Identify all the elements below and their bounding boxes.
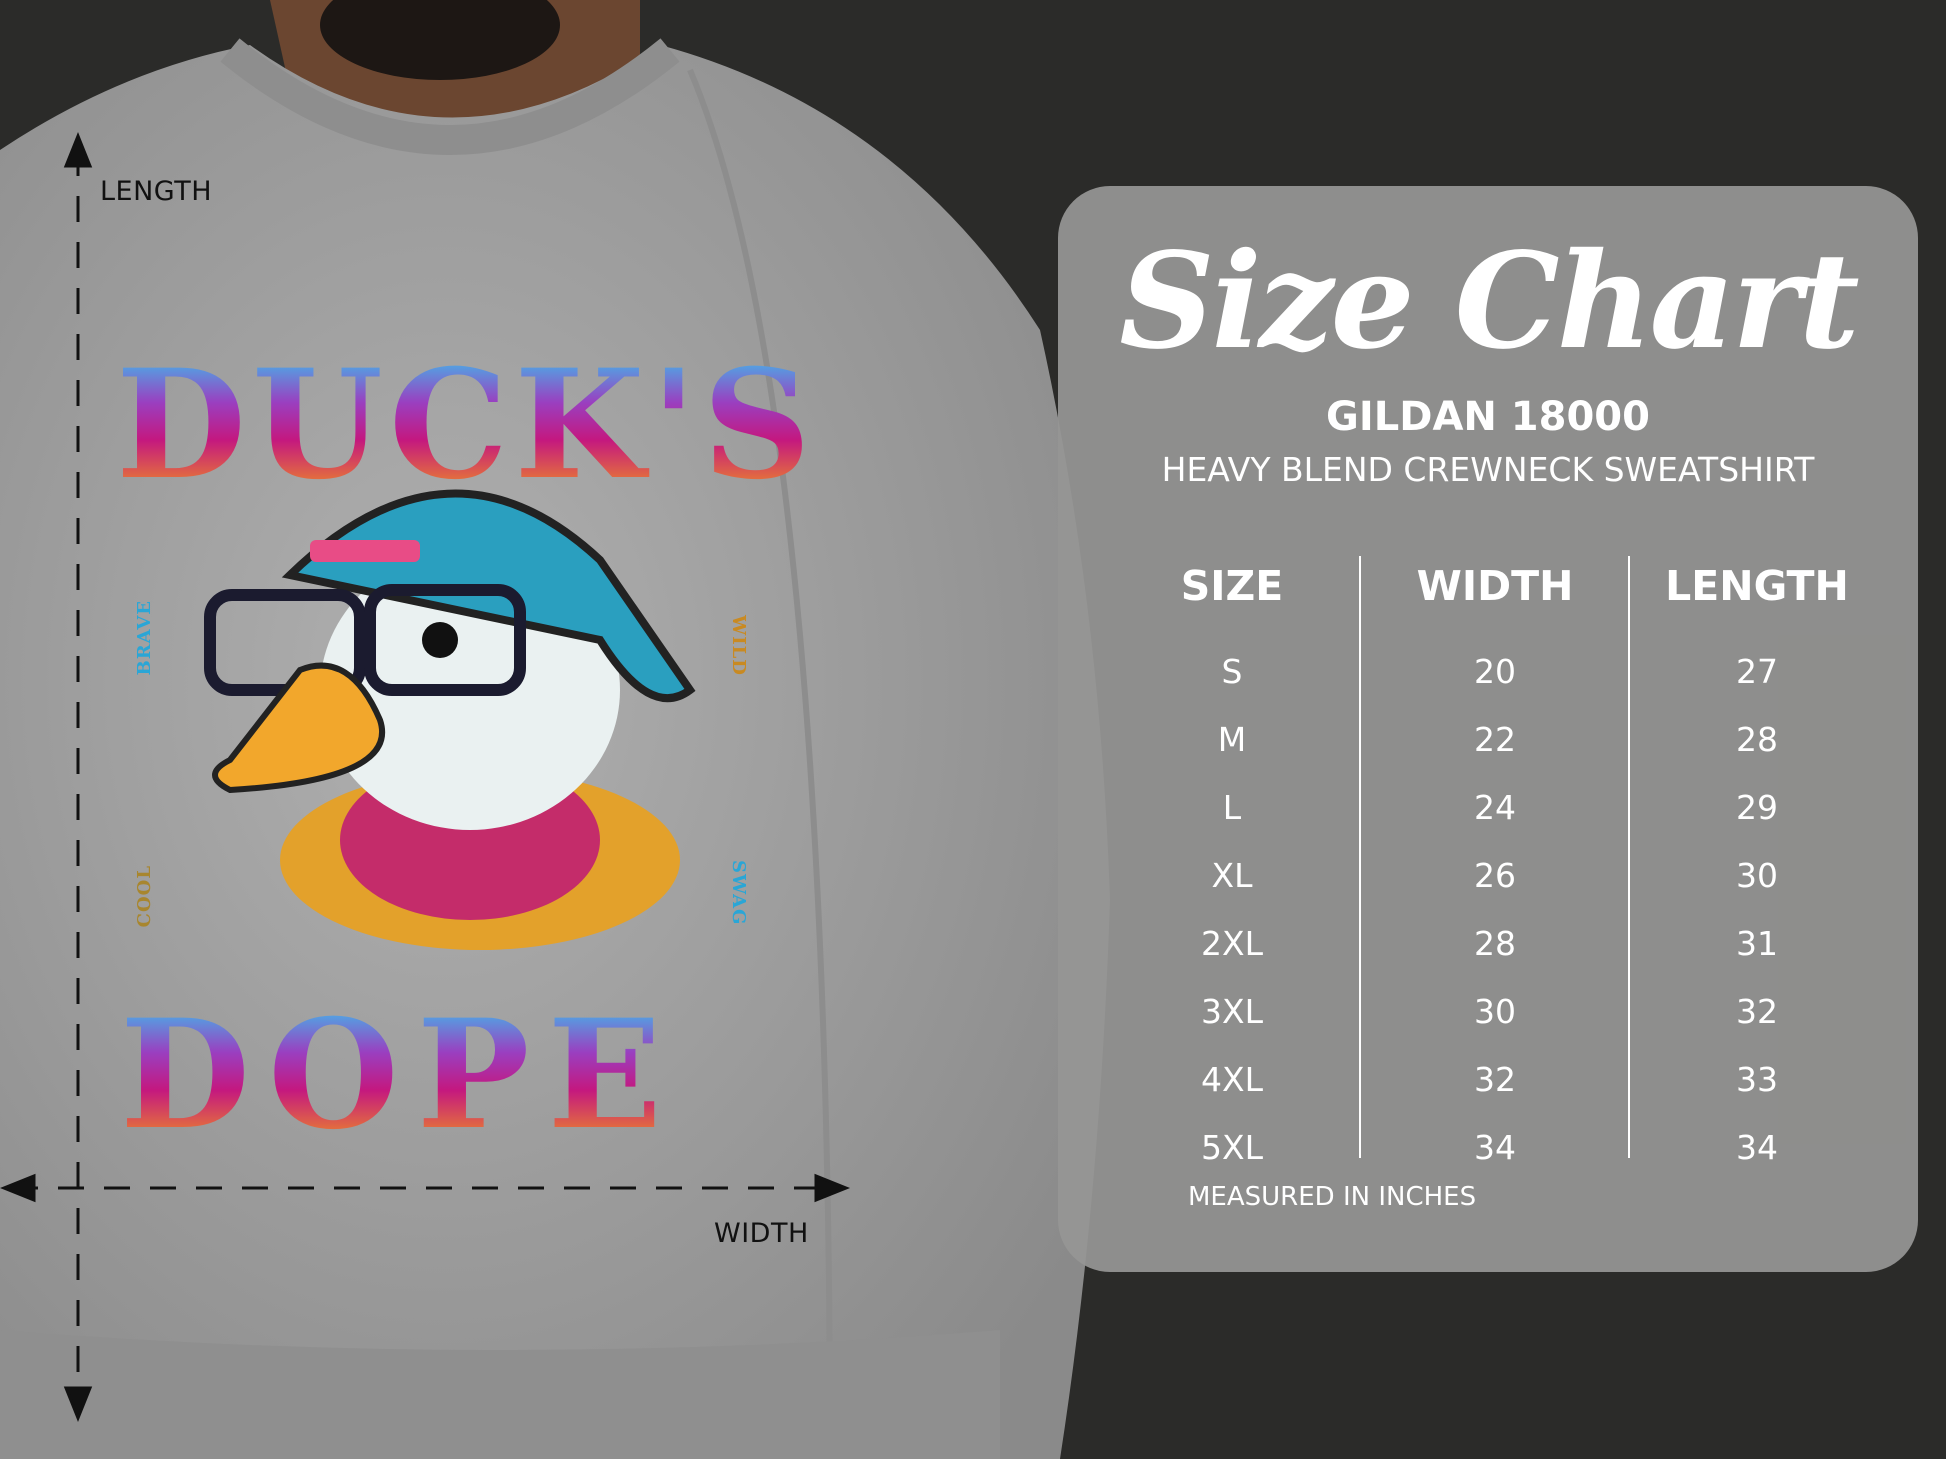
- size-cell: M: [1217, 720, 1247, 759]
- width-arrow: [0, 1173, 851, 1203]
- chart-title: Size Chart: [1119, 224, 1859, 379]
- sleeve-seam: [687, 68, 833, 1459]
- width-cell: 32: [1474, 1060, 1516, 1099]
- width-cell: 20: [1474, 652, 1516, 691]
- side-word-swag: SWAG: [728, 860, 749, 926]
- size-cell: 5XL: [1201, 1128, 1263, 1167]
- width-cell: 26: [1474, 856, 1516, 895]
- width-column: WIDTH 20 22 24 26 28 30 32 34: [1365, 556, 1625, 1182]
- size-cell: 3XL: [1201, 992, 1263, 1031]
- width-header: WIDTH: [1416, 562, 1574, 610]
- design-top-word: DUCK'S: [116, 337, 817, 513]
- size-cell: 4XL: [1201, 1060, 1263, 1099]
- length-cell: 32: [1736, 992, 1778, 1031]
- collar: [220, 38, 680, 155]
- size-column: SIZE S M L XL 2XL 3XL 4XL 5XL: [1102, 556, 1362, 1182]
- column-divider: [1628, 556, 1630, 1158]
- length-cell: 31: [1736, 924, 1778, 963]
- side-word-cool: COOL: [134, 865, 155, 928]
- width-label: WIDTH: [714, 1218, 809, 1249]
- brand-model: GILDAN 18000: [1326, 394, 1650, 440]
- length-cell: 28: [1736, 720, 1778, 759]
- length-cell: 34: [1736, 1128, 1778, 1167]
- length-arrow: [63, 131, 93, 1423]
- width-cell: 22: [1474, 720, 1516, 759]
- beard: [320, 0, 560, 80]
- size-cell: L: [1222, 788, 1242, 827]
- side-word-brave: BRAVE: [134, 600, 155, 676]
- length-header: LENGTH: [1665, 562, 1849, 610]
- width-cell: 28: [1474, 924, 1516, 963]
- width-cell: 34: [1474, 1128, 1516, 1167]
- width-cell: 30: [1474, 992, 1516, 1031]
- column-divider: [1359, 556, 1361, 1158]
- size-cell: XL: [1211, 856, 1253, 895]
- length-cell: 33: [1736, 1060, 1778, 1099]
- side-word-wild: WILD: [728, 615, 749, 676]
- length-cell: 27: [1736, 652, 1778, 691]
- length-cell: 30: [1736, 856, 1778, 895]
- size-header: SIZE: [1180, 562, 1284, 610]
- measurement-note: MEASURED IN INCHES: [1188, 1182, 1477, 1212]
- width-cell: 24: [1474, 788, 1516, 827]
- waistband: [0, 1330, 1000, 1459]
- size-cell: 2XL: [1201, 924, 1263, 963]
- product-name: HEAVY BLEND CREWNECK SWEATSHIRT: [1161, 450, 1815, 489]
- duck-illustration: [204, 489, 696, 950]
- size-cell: S: [1221, 652, 1243, 691]
- length-cell: 29: [1736, 788, 1778, 827]
- length-label: LENGTH: [100, 176, 213, 207]
- size-chart-panel: Size Chart GILDAN 18000 HEAVY BLEND CREW…: [1058, 186, 1918, 1272]
- length-column: LENGTH 27 28 29 30 31 32 33 34: [1627, 556, 1887, 1182]
- design-bottom-word: DOPE: [120, 987, 680, 1163]
